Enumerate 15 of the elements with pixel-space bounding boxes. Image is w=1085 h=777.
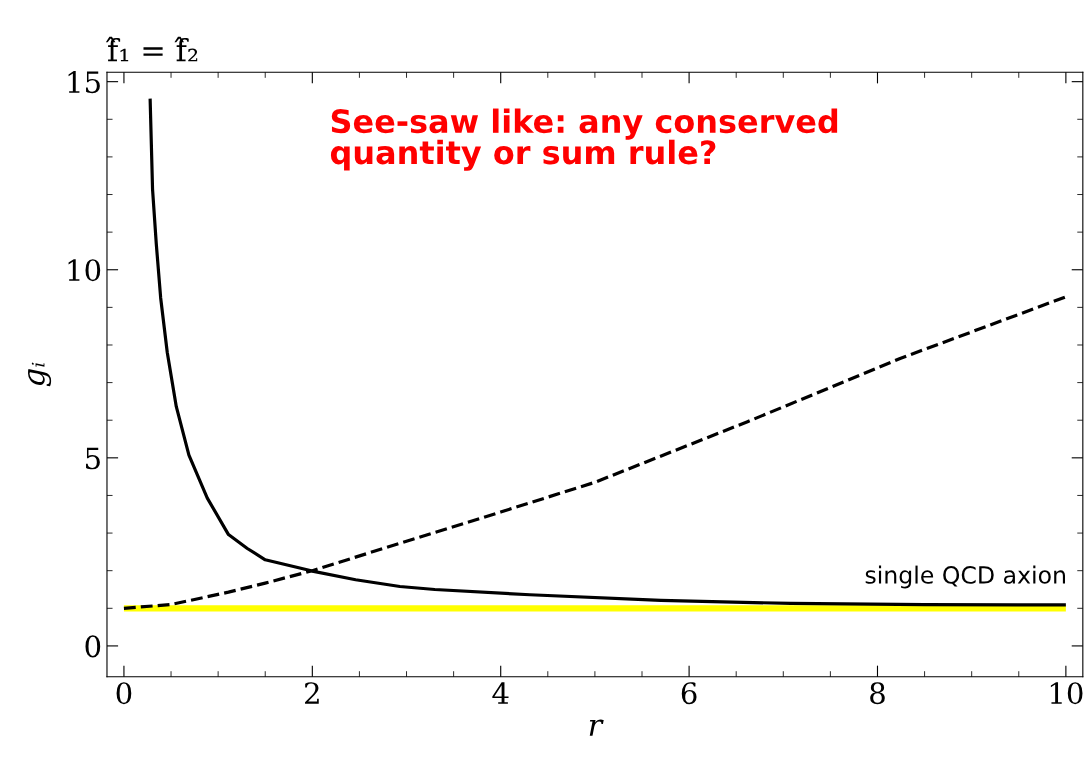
- y-axis-title: gᵢ: [28, 362, 52, 387]
- x-tick-label: 8: [870, 682, 885, 705]
- x-tick-label: 4: [492, 682, 509, 704]
- x-axis-title: r: [589, 719, 604, 736]
- y-tick-label: 5: [86, 447, 100, 470]
- y-tick-label: 0: [85, 635, 101, 658]
- x-tick-label: 6: [681, 682, 697, 705]
- x-tick-label: 10: [1050, 682, 1083, 705]
- y-tick-label: 15: [68, 71, 100, 94]
- annotation: See-saw like: any conserved quantity or sum rule?: [330, 108, 838, 171]
- y-tick-label: 10: [68, 259, 101, 282]
- annotation: single QCD axion: [865, 565, 1066, 589]
- chart-title: f̂₁ = f̂₂: [105, 36, 198, 62]
- x-tick-label: 2: [305, 682, 319, 704]
- x-tick-label: 0: [116, 682, 132, 705]
